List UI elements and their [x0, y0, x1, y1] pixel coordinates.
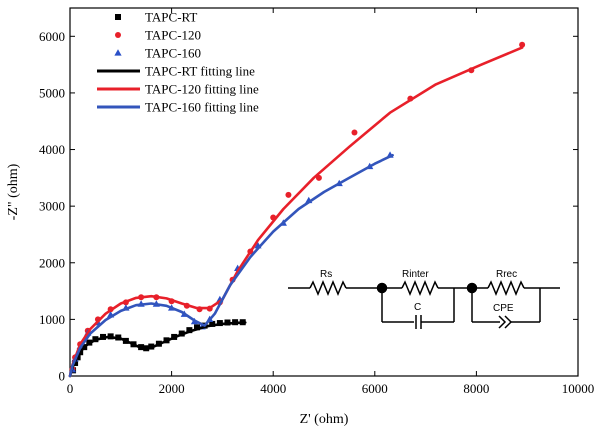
legend-label: TAPC-RT fitting line: [145, 64, 255, 79]
x-axis-title: Z' (ohm): [300, 412, 349, 427]
series-4: [68, 46, 524, 378]
circuit-label-rinter: Rinter: [402, 269, 429, 280]
legend-label: TAPC-120 fitting line: [145, 82, 259, 97]
fit-line: [68, 46, 524, 378]
legend-swatch: [114, 49, 122, 56]
circuit-label-cpe: CPE: [493, 303, 514, 314]
data-point: [186, 327, 193, 334]
legend-swatch: [115, 32, 121, 38]
legend-item: TAPC-RT fitting line: [97, 64, 255, 79]
data-point: [194, 324, 200, 331]
legend: TAPC-RT TAPC-120 TAPC-160 TAPC-RT fitting l…: [97, 10, 259, 115]
data-point: [519, 41, 526, 48]
x-tick-label: 4000: [260, 381, 286, 396]
legend-label: TAPC-120: [145, 28, 201, 43]
y-tick-label: 6000: [39, 29, 65, 44]
legend-label: TAPC-160: [145, 46, 201, 61]
fit-line: [68, 153, 394, 378]
legend-item: TAPC-RT: [115, 10, 197, 25]
legend-label: TAPC-160 fitting line: [145, 100, 259, 115]
circuit-label-rs: Rs: [320, 269, 332, 280]
data-point: [351, 129, 358, 136]
y-tick-label: 3000: [39, 199, 65, 214]
axis-ticks: 0 2000 4000 6000 8000 10000 0 1000 2000 3000 4000 5…: [39, 8, 594, 396]
x-tick-label: 2000: [159, 381, 185, 396]
data-point: [209, 320, 216, 327]
legend-item: TAPC-120: [115, 28, 201, 43]
legend-item: TAPC-160: [114, 46, 201, 61]
y-tick-label: 0: [59, 369, 66, 384]
legend-swatch: [115, 14, 121, 20]
series-5: [68, 153, 394, 378]
data-point: [285, 191, 292, 198]
equivalent-circuit-inset: [288, 280, 560, 329]
fit-line: [68, 321, 247, 378]
circuit-label-c: C: [414, 302, 421, 313]
series-3: [68, 321, 247, 378]
series-layer: [68, 41, 526, 378]
y-tick-label: 2000: [39, 255, 65, 270]
rs-resistor: [309, 280, 347, 296]
rrec-resistor: [487, 280, 525, 296]
x-tick-label: 6000: [362, 381, 388, 396]
y-tick-label: 1000: [39, 312, 65, 327]
x-tick-label: 0: [67, 381, 74, 396]
cpe-symbol-left: [498, 315, 507, 329]
circuit-label-rrec: Rrec: [496, 269, 517, 280]
y-axis-title: -Z" (ohm): [6, 163, 21, 220]
legend-item: TAPC-120 fitting line: [97, 82, 259, 97]
x-tick-label: 8000: [463, 381, 489, 396]
y-tick-label: 4000: [39, 142, 65, 157]
legend-item: TAPC-160 fitting line: [97, 100, 259, 115]
rinter-resistor: [401, 280, 439, 296]
legend-label: TAPC-RT: [145, 10, 197, 25]
y-tick-label: 5000: [39, 85, 65, 100]
x-tick-label: 10000: [562, 381, 595, 396]
